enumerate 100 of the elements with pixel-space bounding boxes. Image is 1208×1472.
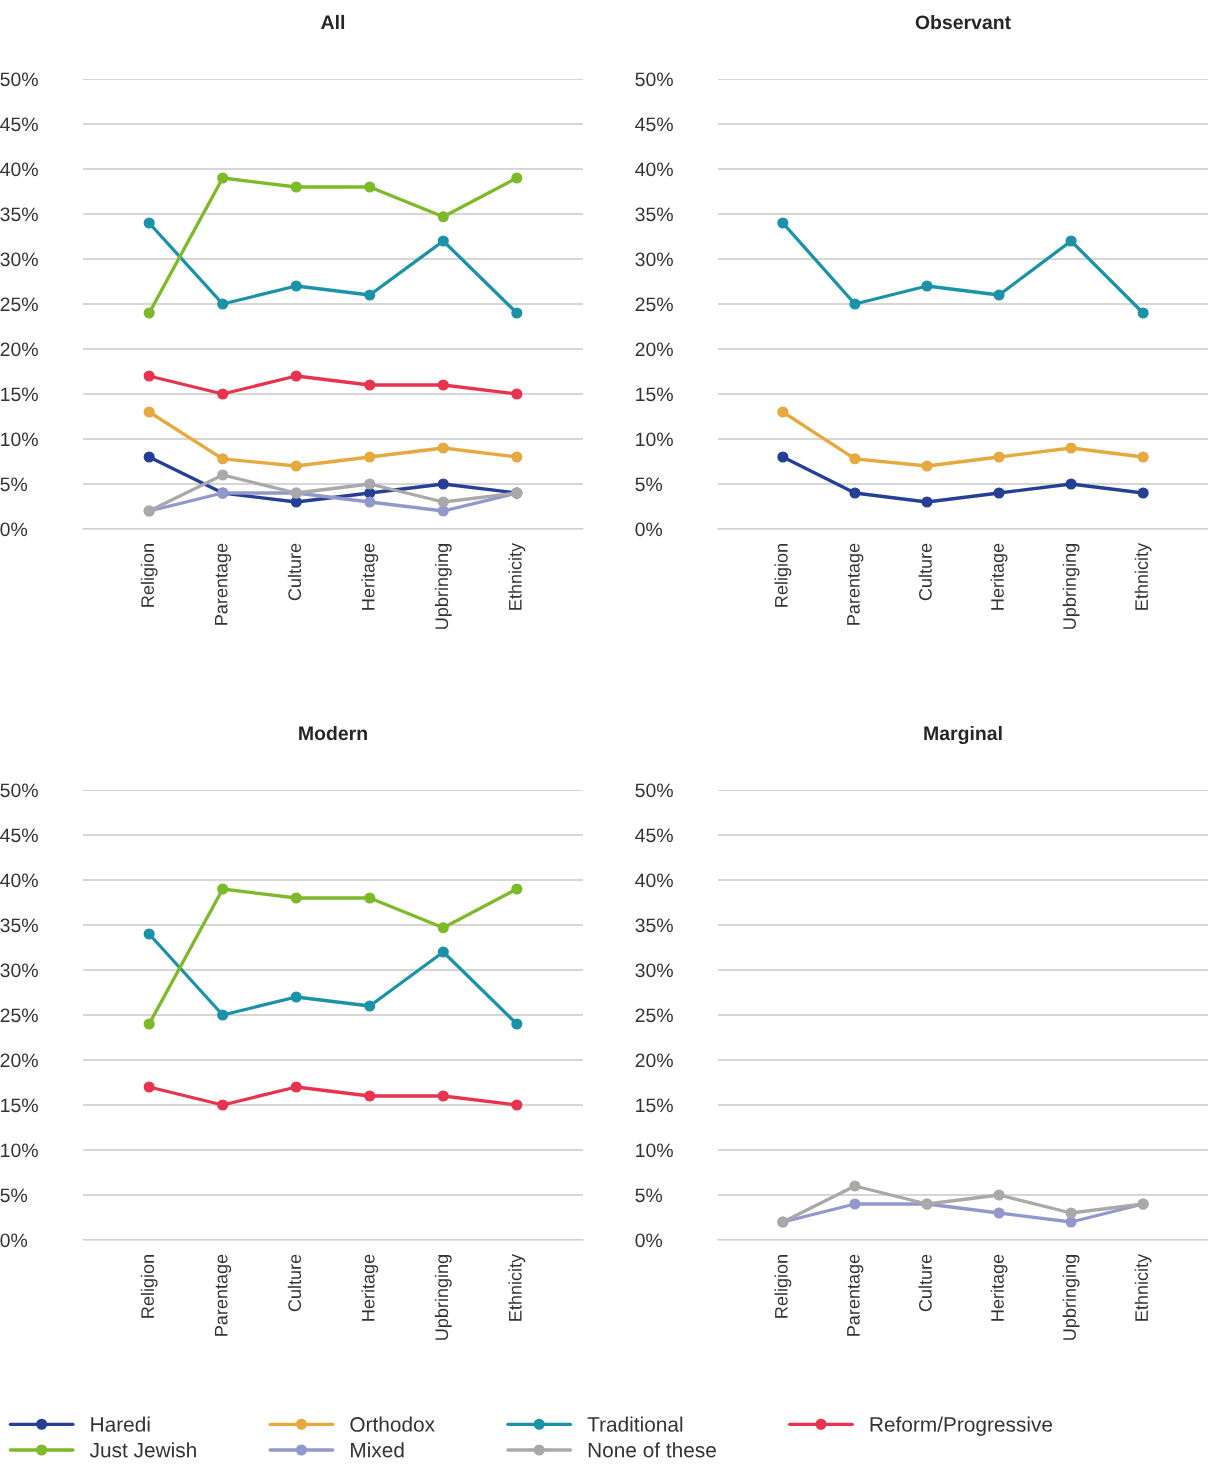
point <box>437 442 449 454</box>
y-tick-label: 0% <box>0 1233 28 1248</box>
point <box>1137 451 1149 463</box>
legend-label: Traditional <box>587 1416 683 1432</box>
point <box>437 505 449 517</box>
x-tick-label: Heritage <box>361 543 379 610</box>
y-tick-label: 40% <box>0 873 38 888</box>
point <box>993 451 1005 463</box>
y-tick-label: 5% <box>635 1188 663 1203</box>
point <box>437 496 449 508</box>
x-tick-label: Culture <box>918 1254 932 1312</box>
y-tick-label: 0% <box>0 522 28 537</box>
point <box>217 883 229 895</box>
x-tick-label: Parentage <box>847 1254 864 1336</box>
y-tick-label: 5% <box>0 1188 28 1203</box>
y-tick-label: 10% <box>636 432 673 447</box>
x-tick-label: Upbringing <box>434 1255 452 1340</box>
y-tick-label: 50% <box>0 72 38 87</box>
x-tick-label: Culture <box>918 543 932 601</box>
point <box>217 469 229 481</box>
point <box>993 1207 1005 1219</box>
point <box>921 496 933 508</box>
point <box>290 892 302 904</box>
y-tick-label: 30% <box>0 252 38 267</box>
x-tick-label: Upbringing <box>434 544 452 629</box>
point <box>511 883 523 895</box>
point <box>143 370 155 382</box>
chart-title: Marginal <box>924 725 1002 745</box>
x-tick-label: Religion <box>774 1255 792 1318</box>
point <box>437 379 449 391</box>
x-tick-label: Ethnicity <box>1134 1253 1152 1321</box>
point <box>217 388 229 400</box>
point <box>437 946 449 958</box>
y-tick-label: 50% <box>635 783 673 798</box>
x-tick-label: Ethnicity <box>1134 542 1152 610</box>
point <box>993 1189 1005 1201</box>
y-tick-label: 35% <box>635 918 673 933</box>
x-tick-label: Ethnicity <box>508 1253 526 1321</box>
point <box>290 460 302 472</box>
point <box>511 1099 523 1111</box>
y-tick-label: 45% <box>0 828 38 843</box>
point <box>1065 442 1077 454</box>
legend-label: Just Jewish <box>89 1442 196 1458</box>
point <box>290 181 302 193</box>
point <box>143 406 155 418</box>
point <box>849 487 861 499</box>
x-tick-label: Parentage <box>847 543 864 625</box>
point <box>143 451 155 463</box>
y-tick-label: 10% <box>636 1143 673 1158</box>
y-tick-label: 45% <box>0 117 38 132</box>
point <box>849 453 861 465</box>
point <box>364 1090 376 1102</box>
point <box>849 1180 861 1192</box>
point <box>921 280 933 292</box>
legend-label: Haredi <box>91 1416 150 1432</box>
x-tick-label: Heritage <box>990 543 1008 610</box>
point <box>437 922 449 934</box>
chart-title: Modern <box>299 725 367 741</box>
point <box>1065 235 1077 247</box>
y-tick-label: 30% <box>635 252 673 267</box>
point <box>511 451 523 463</box>
point <box>1065 478 1077 490</box>
x-tick-label: Culture <box>287 1254 302 1312</box>
point <box>437 235 449 247</box>
y-tick-label: 50% <box>0 783 38 798</box>
point <box>143 307 155 319</box>
y-tick-label: 20% <box>635 342 673 357</box>
point <box>921 460 933 472</box>
point <box>993 487 1005 499</box>
point <box>777 451 789 463</box>
chart-title: All <box>321 14 345 29</box>
point <box>777 217 789 229</box>
y-tick-label: 35% <box>0 918 38 933</box>
y-tick-label: 5% <box>0 477 28 492</box>
point <box>437 211 449 223</box>
point <box>290 280 302 292</box>
y-tick-label: 25% <box>635 297 673 312</box>
point <box>290 1081 302 1093</box>
point <box>143 928 155 940</box>
point <box>364 181 376 193</box>
point <box>364 379 376 391</box>
y-tick-label: 5% <box>635 477 663 492</box>
y-tick-label: 15% <box>636 1098 673 1113</box>
point <box>364 478 376 490</box>
x-tick-label: Parentage <box>214 543 232 625</box>
x-tick-label: Religion <box>774 544 792 607</box>
point <box>217 298 229 310</box>
point <box>777 406 789 418</box>
point <box>993 289 1005 301</box>
y-tick-label: 10% <box>1 1143 38 1158</box>
point <box>437 478 449 490</box>
legend-label: Mixed <box>351 1442 404 1458</box>
x-tick-label: Culture <box>287 543 302 601</box>
y-tick-label: 50% <box>635 72 673 87</box>
y-tick-label: 45% <box>635 117 673 132</box>
point <box>364 1000 376 1012</box>
y-tick-label: 15% <box>636 387 673 402</box>
x-tick-label: Religion <box>140 544 158 607</box>
point <box>511 307 523 319</box>
point <box>143 1081 155 1093</box>
